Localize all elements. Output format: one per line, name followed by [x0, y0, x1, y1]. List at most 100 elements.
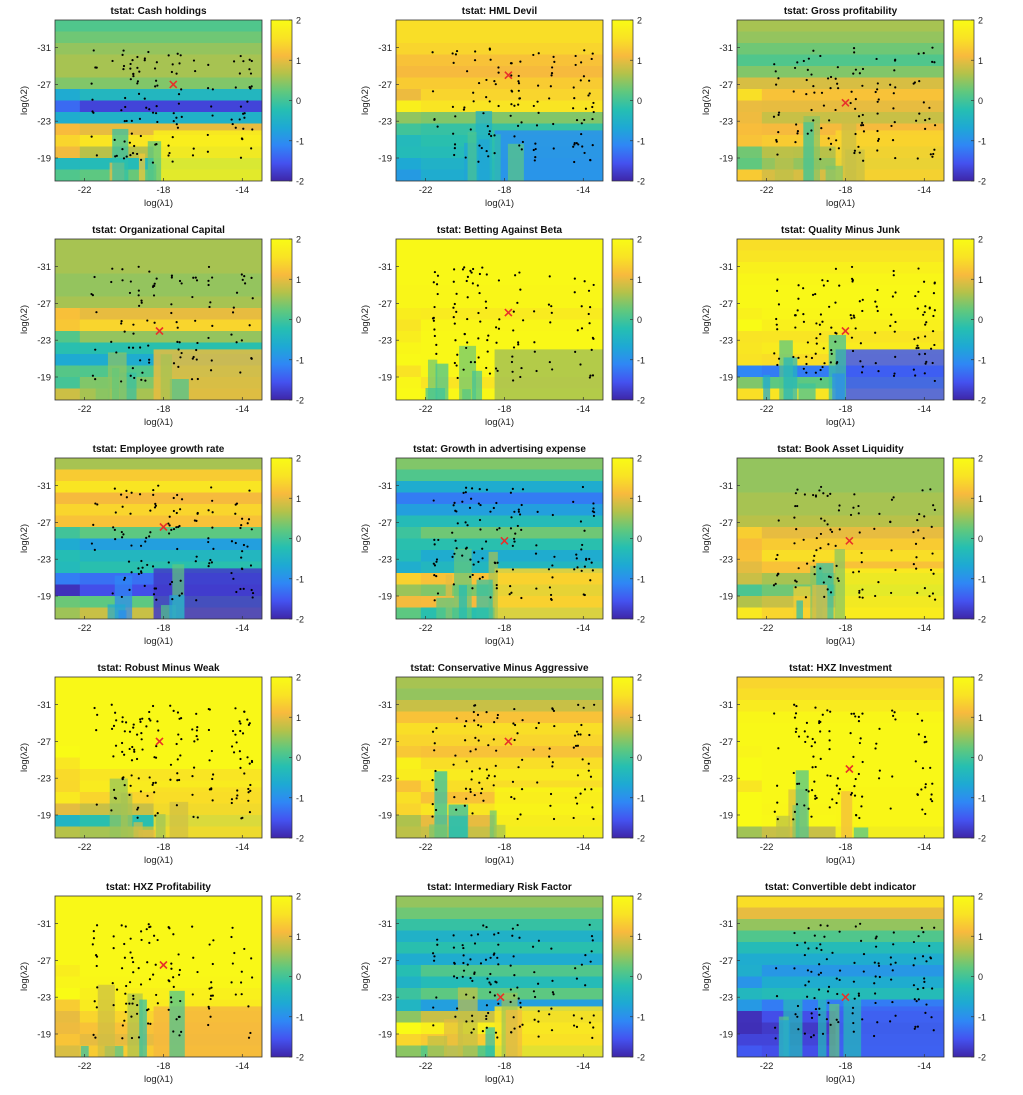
sample-point: [912, 964, 915, 967]
sample-point: [795, 123, 798, 126]
sample-point: [120, 380, 123, 383]
y-tick-label: -27: [719, 956, 733, 967]
sample-point: [207, 63, 210, 66]
sample-point: [123, 576, 126, 580]
sample-point: [175, 321, 178, 324]
sample-point: [572, 816, 575, 820]
sample-point: [536, 100, 539, 103]
heatmap-band: [737, 538, 944, 551]
sample-point: [130, 119, 133, 122]
heatmap-cell: [111, 368, 120, 400]
sample-point: [587, 312, 590, 316]
sample-point: [125, 155, 128, 158]
sample-point: [573, 160, 576, 164]
heatmap-cell: [112, 128, 129, 181]
sample-point: [776, 328, 779, 331]
sample-point: [532, 148, 535, 152]
sample-point: [928, 106, 931, 109]
sample-point: [590, 561, 593, 564]
sample-point: [796, 943, 799, 947]
sample-point: [129, 154, 132, 157]
sample-point: [175, 1018, 178, 1021]
sample-point: [854, 327, 857, 330]
sample-point: [170, 580, 174, 584]
sample-point: [521, 758, 524, 761]
sample-point: [124, 925, 127, 928]
y-tick-label: -19: [378, 1030, 392, 1041]
sample-point: [913, 957, 917, 960]
sample-point: [913, 998, 916, 1001]
heatmap-band: [396, 757, 603, 770]
heatmap-cell: [55, 354, 80, 366]
sample-points: [91, 923, 254, 1040]
sample-point: [195, 734, 198, 738]
sample-point: [792, 818, 795, 821]
sample-point: [192, 59, 196, 62]
sample-point: [922, 537, 925, 540]
sample-point: [830, 349, 833, 352]
sample-point: [192, 147, 195, 150]
sample-point: [129, 784, 132, 787]
sample-point: [477, 311, 480, 315]
heatmap-band: [396, 919, 603, 931]
sample-point: [432, 1024, 435, 1027]
sample-point: [470, 778, 473, 781]
heatmap-cell: [396, 123, 421, 136]
sample-point: [931, 552, 934, 555]
sample-point: [485, 78, 488, 82]
heatmap-band: [55, 538, 262, 551]
sample-point: [917, 529, 920, 532]
sample-point: [155, 598, 158, 601]
sample-point: [807, 947, 810, 950]
y-tick-label: -19: [378, 373, 392, 384]
sample-point: [122, 67, 125, 71]
sample-point: [859, 922, 862, 925]
sample-points: [431, 923, 595, 1039]
sample-point: [826, 523, 829, 526]
sample-point: [90, 135, 93, 138]
optimum-marker: [496, 993, 505, 1002]
sample-point: [519, 1001, 522, 1004]
sample-point: [130, 1036, 134, 1040]
heatmap-cell: [55, 792, 80, 804]
sample-point: [152, 973, 155, 976]
heatmap-band: [55, 20, 262, 32]
sample-point: [511, 370, 514, 373]
x-axis-label: log(λ1): [485, 636, 514, 647]
sample-point: [485, 488, 489, 491]
sample-point: [892, 374, 896, 377]
sample-point: [178, 594, 181, 597]
heatmap-cell: [737, 999, 762, 1012]
panel-title: tstat: HML Devil: [462, 6, 538, 17]
sample-point: [920, 719, 924, 722]
sample-point: [812, 559, 815, 562]
sample-point: [805, 78, 808, 82]
sample-point: [485, 366, 488, 370]
sample-point: [891, 139, 895, 142]
x-tick-label: -18: [839, 404, 853, 415]
sample-point: [913, 338, 916, 341]
colorbar-tick-label: -1: [978, 574, 986, 584]
sample-point: [131, 152, 135, 155]
heatmap-band: [737, 469, 944, 482]
heatmap-cell: [118, 610, 127, 619]
sample-point: [482, 112, 485, 115]
sample-point: [537, 1020, 540, 1023]
heatmap-band: [737, 930, 944, 943]
sample-point: [110, 727, 114, 731]
sample-point: [148, 925, 151, 929]
sample-point: [813, 573, 816, 576]
sample-point: [860, 805, 863, 808]
sample-point: [478, 781, 481, 784]
y-axis-label: log(λ2): [19, 86, 30, 115]
sample-point: [477, 356, 480, 359]
sample-point: [797, 284, 800, 287]
sample-point: [876, 82, 879, 85]
sample-point: [249, 783, 252, 787]
sample-point: [178, 968, 181, 972]
sample-point: [469, 269, 472, 273]
sample-point: [810, 789, 814, 792]
sample-point: [858, 591, 861, 594]
sample-point: [873, 982, 876, 985]
sample-point: [141, 371, 144, 374]
